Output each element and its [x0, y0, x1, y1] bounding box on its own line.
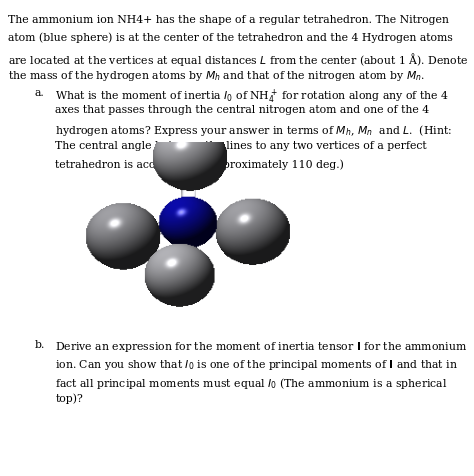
- Text: a.: a.: [35, 88, 45, 98]
- Text: What is the moment of inertia $I_0$ of NH$_4^+$ for rotation along any of the 4: What is the moment of inertia $I_0$ of N…: [55, 88, 449, 106]
- Text: The central angle between the lines to any two vertices of a perfect: The central angle between the lines to a…: [55, 141, 427, 151]
- Text: fact all principal moments must equal $I_0$ (The ammonium is a spherical: fact all principal moments must equal $I…: [55, 376, 448, 391]
- Text: the mass of the hydrogen atoms by $M_h$ and that of the nitrogen atom by $M_n$.: the mass of the hydrogen atoms by $M_h$ …: [8, 69, 425, 83]
- Text: top)?: top)?: [55, 394, 83, 404]
- Text: ion. Can you show that $I_0$ is one of the principal moments of $\mathbf{I}$ and: ion. Can you show that $I_0$ is one of t…: [55, 358, 458, 372]
- Text: The ammonium ion NH4+ has the shape of a regular tetrahedron. The Nitrogen: The ammonium ion NH4+ has the shape of a…: [8, 15, 449, 25]
- Text: Derive an expression for the moment of inertia tensor $\mathbf{I}$ for the ammon: Derive an expression for the moment of i…: [55, 340, 467, 354]
- Text: atom (blue sphere) is at the center of the tetrahedron and the 4 Hydrogen atoms: atom (blue sphere) is at the center of t…: [8, 33, 453, 43]
- Text: hydrogen atoms? Express your answer in terms of $M_h$, $M_n$  and $L$.  (Hint:: hydrogen atoms? Express your answer in t…: [55, 123, 452, 139]
- Text: axes that passes through the central nitrogen atom and one of the 4: axes that passes through the central nit…: [55, 106, 429, 116]
- Text: are located at the vertices at equal distances $L$ from the center (about 1 Å). : are located at the vertices at equal dis…: [8, 50, 468, 68]
- Text: tetrahedron is acos(-1/3) or approximately 110 deg.): tetrahedron is acos(-1/3) or approximate…: [55, 159, 344, 170]
- Text: b.: b.: [35, 340, 45, 350]
